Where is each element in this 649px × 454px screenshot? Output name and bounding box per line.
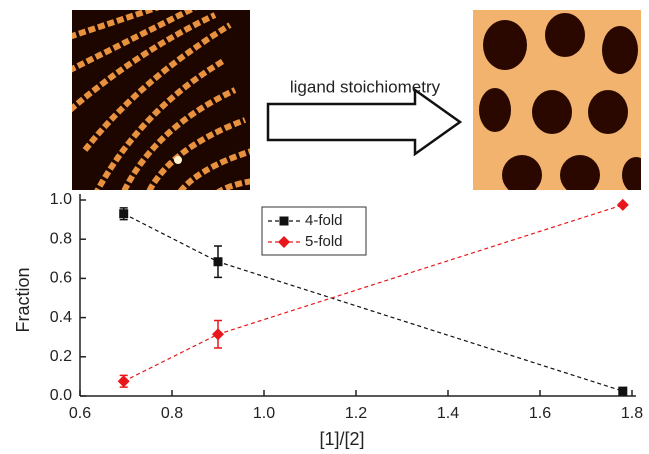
y-tick-label: 0.2 bbox=[50, 348, 72, 365]
legend-label: 5-fold bbox=[305, 233, 343, 250]
y-tick-label: 0.4 bbox=[50, 309, 72, 326]
y-tick-label: 1.0 bbox=[50, 191, 72, 208]
stm-image-right bbox=[473, 10, 649, 195]
stm-image-left bbox=[60, 0, 260, 200]
data-point bbox=[214, 257, 223, 266]
figure: ligand stoichiometry Fraction [1]/[2] 0.… bbox=[0, 0, 649, 454]
legend-label: 4-fold bbox=[305, 212, 343, 229]
x-tick-label: 1.2 bbox=[345, 405, 367, 422]
data-point bbox=[618, 387, 627, 396]
x-tick-label: 1.6 bbox=[529, 405, 551, 422]
x-tick-label: 1.4 bbox=[437, 405, 459, 422]
y-tick-label: 0.0 bbox=[50, 387, 72, 404]
x-tick-label: 0.6 bbox=[69, 405, 91, 422]
x-axis-label: [1]/[2] bbox=[319, 429, 364, 449]
data-point bbox=[212, 328, 224, 340]
x-tick-label: 1.0 bbox=[253, 405, 275, 422]
y-tick-label: 0.8 bbox=[50, 230, 72, 247]
arrow bbox=[268, 90, 460, 154]
series-line bbox=[124, 214, 623, 391]
data-point bbox=[617, 199, 629, 211]
data-point bbox=[119, 209, 128, 218]
y-axis-label: Fraction bbox=[13, 267, 33, 332]
y-tick-label: 0.6 bbox=[50, 270, 72, 287]
x-tick-label: 1.8 bbox=[621, 405, 643, 422]
series-line bbox=[124, 205, 623, 381]
data-point bbox=[118, 375, 130, 387]
x-tick-label: 0.8 bbox=[161, 405, 183, 422]
legend-marker bbox=[280, 217, 289, 226]
